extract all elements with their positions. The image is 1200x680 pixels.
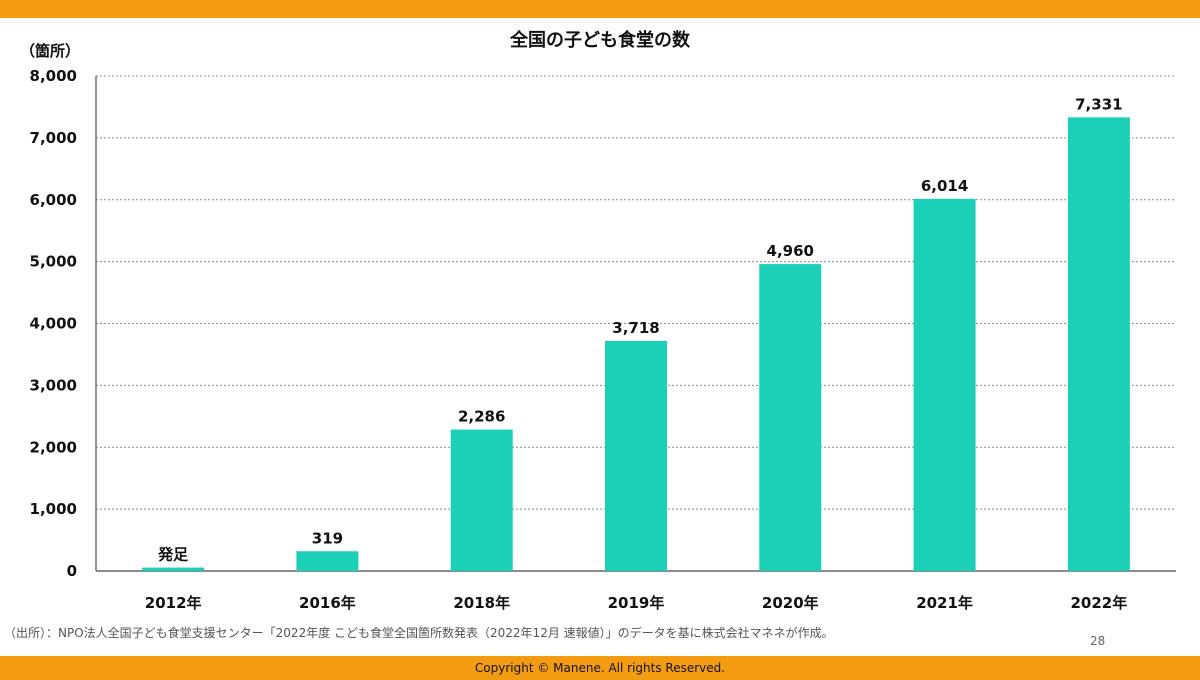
y-tick-label: 1,000 [30,500,77,518]
data-label: 319 [312,529,343,547]
bar [1067,117,1130,571]
page-number: 28 [1090,634,1106,648]
data-label: 6,014 [921,177,968,195]
top-accent-bar [0,0,1200,18]
bar [450,429,513,571]
y-tick-label: 7,000 [30,129,77,147]
data-label: 2,286 [458,408,505,426]
data-labels: 発足 319 2,286 3,718 4,960 6,014 7,331 [157,95,1122,563]
x-tick-label: 2018年 [453,594,510,612]
bar [605,340,667,571]
bar [759,264,822,571]
y-axis-label: （箇所） [20,42,80,60]
x-tick-label: 2020年 [762,594,819,612]
y-tick-label: 3,000 [30,376,77,394]
footer-bar: Copyright © Manene. All rights Reserved. [0,656,1200,680]
y-tick-label: 8,000 [30,67,77,85]
copyright-text: Copyright © Manene. All rights Reserved. [474,661,726,675]
y-tick-label: 4,000 [30,315,77,333]
data-label: 7,331 [1075,95,1122,113]
source-note: （出所）：NPO法人全国子ども食堂支援センター「2022年度 こども食堂全国箇所… [4,626,834,640]
data-label: 3,718 [612,319,659,337]
bar-chart: 全国の子ども食堂の数 （箇所） 発足 319 2,286 3,718 4,960 6,01… [20,29,1176,612]
x-tick-label: 2022年 [1070,594,1127,612]
y-tick-label: 2,000 [30,438,77,456]
bar [296,551,359,571]
y-tick-label: 5,000 [30,253,77,271]
bars [142,117,1130,572]
tick-labels: 0 1,000 2,000 3,000 4,000 5,000 6,000 7,000 8,00… [30,67,1128,612]
x-tick-label: 2012年 [145,594,202,612]
x-tick-label: 2021年 [916,594,973,612]
y-tick-label: 0 [67,562,77,580]
y-tick-label: 6,000 [30,191,77,209]
bar [913,198,976,572]
data-label: 発足 [157,546,189,564]
x-tick-label: 2019年 [608,594,665,612]
chart-container: 全国の子ども食堂の数 （箇所） 発足 319 2,286 3,718 4,960 6,01… [0,18,1200,628]
bar [142,567,205,571]
x-tick-label: 2016年 [299,594,356,612]
chart-title: 全国の子ども食堂の数 [509,29,691,51]
data-label: 4,960 [767,242,814,260]
